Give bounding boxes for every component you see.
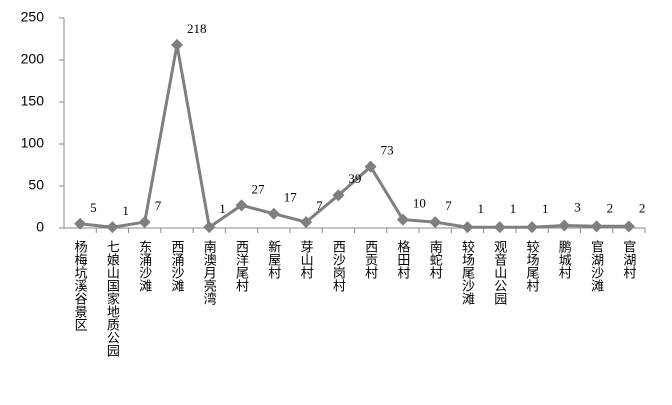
data-label: 5 (90, 200, 97, 215)
marker (558, 219, 571, 232)
x-tick-label: 七娘山国家地质公园 (105, 240, 120, 357)
marker (461, 221, 474, 234)
x-tick-label: 新屋村 (266, 239, 281, 279)
data-label: 3 (574, 199, 581, 214)
line (79, 44, 629, 230)
x-tick-label: 西贡村 (363, 240, 378, 279)
x-tick-label: 南蛇村 (428, 239, 443, 279)
marker (138, 216, 151, 229)
marker (74, 217, 87, 230)
y-tick-label: 200 (21, 51, 45, 67)
data-label: 39 (348, 171, 361, 186)
data-label: 218 (187, 21, 207, 36)
data-label: 7 (445, 198, 452, 213)
data-label: 17 (284, 190, 298, 205)
x-tick-label: 观音山公园 (492, 240, 507, 305)
marker (590, 220, 603, 233)
x-tick-label: 官湖村 (621, 239, 636, 279)
data-label: 7 (316, 198, 323, 213)
data-label: 1 (477, 201, 484, 216)
marker (300, 216, 313, 229)
data-label: 73 (381, 143, 394, 158)
data-label: 10 (413, 196, 426, 211)
marker (267, 207, 280, 220)
data-label: 27 (252, 181, 266, 196)
x-tick-label: 西涌沙滩 (169, 240, 184, 292)
data-label: 2 (639, 200, 646, 215)
data-label: 1 (542, 201, 549, 216)
marker (106, 221, 119, 234)
x-tick-label: 官湖沙滩 (589, 239, 604, 292)
marker (396, 213, 409, 226)
marker (622, 220, 635, 233)
y-tick-label: 0 (36, 219, 44, 235)
x-tick-label: 格田村 (395, 239, 410, 279)
x-tick-label: 东涌沙滩 (137, 240, 152, 292)
x-tick-label: 鹏城村 (557, 240, 572, 279)
marker (235, 199, 248, 212)
marker (364, 160, 377, 173)
y-tick-label: 100 (21, 135, 45, 151)
data-label: 2 (607, 200, 614, 215)
x-tick-label: 杨梅坑溪谷景区 (73, 240, 88, 331)
x-tick-label: 较场尾沙滩 (460, 240, 475, 305)
marker (526, 221, 539, 234)
marker (170, 38, 183, 51)
x-tick-label: 西洋尾村 (234, 240, 249, 292)
y-tick-label: 250 (21, 9, 45, 25)
x-tick-label: 较场尾村 (525, 240, 540, 292)
data-label: 1 (510, 201, 517, 216)
data-label: 1 (219, 201, 226, 216)
y-tick-label: 50 (28, 177, 44, 193)
marker (493, 221, 506, 234)
marker (429, 216, 442, 229)
x-tick-label: 南澳月亮湾 (202, 239, 217, 305)
marker (203, 221, 216, 234)
data-label: 7 (155, 198, 162, 213)
data-label: 1 (122, 203, 128, 218)
x-tick-label: 芽山村 (299, 240, 314, 279)
marker (332, 189, 345, 202)
x-tick-label: 西沙岗村 (331, 240, 346, 292)
y-tick-label: 150 (21, 93, 45, 109)
